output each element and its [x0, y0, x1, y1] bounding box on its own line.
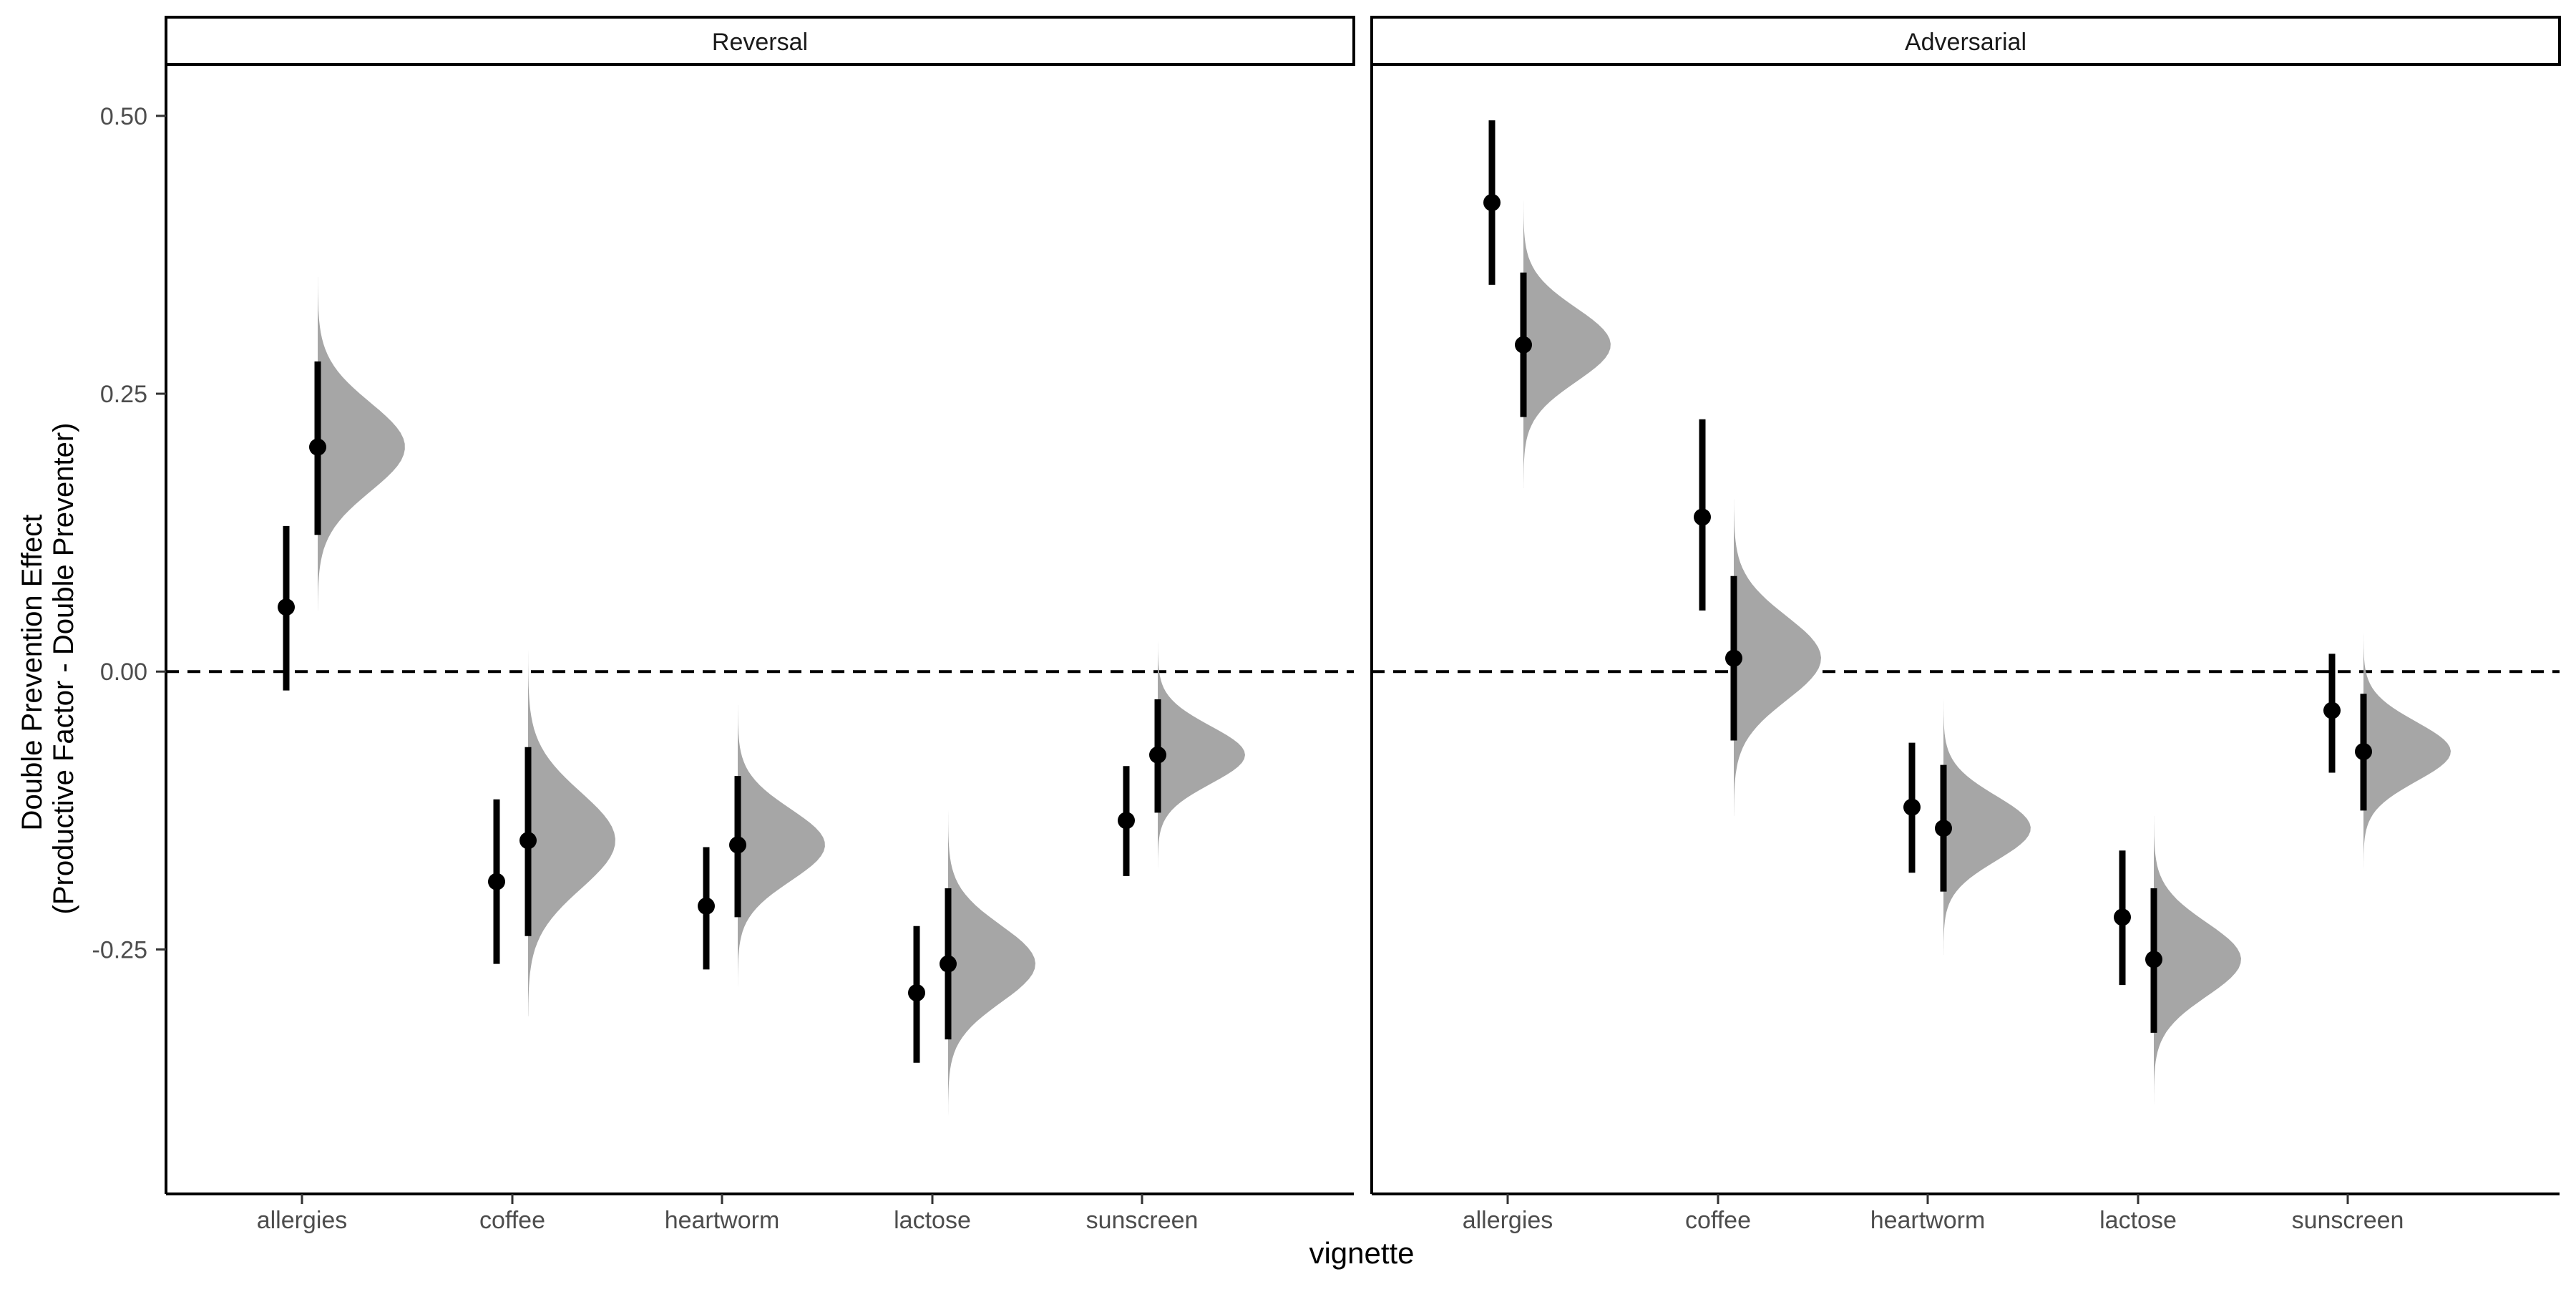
x-tick-label: allergies — [257, 1207, 348, 1234]
y-tick-label: -0.25 — [92, 936, 148, 963]
x-tick-label: coffee — [479, 1207, 545, 1234]
posterior-density-lactose — [948, 805, 1035, 1122]
y-axis-title-line-1: Double Prevention Effect — [16, 515, 48, 831]
x-tick-label: lactose — [2099, 1207, 2177, 1234]
observed-point-sunscreen — [1118, 812, 1135, 830]
y-tick-label: 0.50 — [100, 103, 147, 130]
x-tick-label: heartworm — [1870, 1207, 1986, 1234]
marks-layer — [278, 120, 2451, 1122]
facet-strip-label: Reversal — [712, 29, 808, 56]
axes-layer: Reversal Adversarial 0.50 0.25 0.00 -0.25 alle… — [92, 16, 2561, 1234]
observed-point-lactose — [2114, 908, 2131, 926]
x-tick-label: heartworm — [665, 1207, 780, 1234]
posterior-density-allergies — [318, 277, 405, 611]
x-tick-label: allergies — [1463, 1207, 1553, 1234]
posterior-density-sunscreen — [1158, 632, 1245, 870]
observed-point-heartworm — [698, 897, 715, 915]
posterior-point-coffee — [1725, 649, 1742, 667]
posterior-point-heartworm — [1935, 820, 1952, 837]
posterior-density-allergies — [1523, 199, 1611, 489]
observed-point-coffee — [1694, 508, 1711, 526]
facet-strip — [1370, 16, 2561, 66]
y-tick-label: 0.25 — [100, 381, 147, 408]
x-tick-label: sunscreen — [2292, 1207, 2404, 1234]
posterior-point-sunscreen — [1149, 746, 1166, 764]
x-tick-label: coffee — [1685, 1207, 1751, 1234]
observed-point-heartworm — [1903, 798, 1921, 816]
posterior-density-sunscreen — [2363, 632, 2451, 870]
posterior-density-coffee — [1734, 499, 1821, 817]
y-axis-title-line-2: (Productive Factor - Double Preventer) — [48, 423, 79, 915]
posterior-point-lactose — [940, 955, 957, 973]
posterior-density-heartworm — [1943, 699, 2031, 956]
facet-strip-label: Adversarial — [1905, 29, 2026, 56]
facet-strip — [165, 16, 1355, 66]
posterior-density-heartworm — [738, 704, 825, 989]
y-axis-title: Double Prevention Effect (Productive Fac… — [16, 423, 79, 915]
x-tick-label: lactose — [894, 1207, 971, 1234]
posterior-point-heartworm — [729, 836, 746, 854]
observed-point-sunscreen — [2323, 701, 2341, 719]
x-axis-title: vignette — [1309, 1236, 1414, 1270]
observed-point-allergies — [278, 598, 295, 616]
observed-point-lactose — [908, 983, 925, 1001]
x-tick-label: sunscreen — [1086, 1207, 1199, 1234]
observed-point-coffee — [488, 873, 505, 890]
posterior-point-coffee — [519, 832, 537, 850]
posterior-point-allergies — [309, 438, 326, 456]
posterior-point-lactose — [2145, 951, 2162, 968]
posterior-point-allergies — [1515, 336, 1532, 354]
posterior-density-lactose — [2154, 816, 2241, 1111]
posterior-point-sunscreen — [2355, 743, 2372, 761]
y-tick-label: 0.00 — [100, 659, 147, 686]
posterior-density-coffee — [528, 649, 615, 1016]
observed-point-allergies — [1483, 193, 1501, 211]
